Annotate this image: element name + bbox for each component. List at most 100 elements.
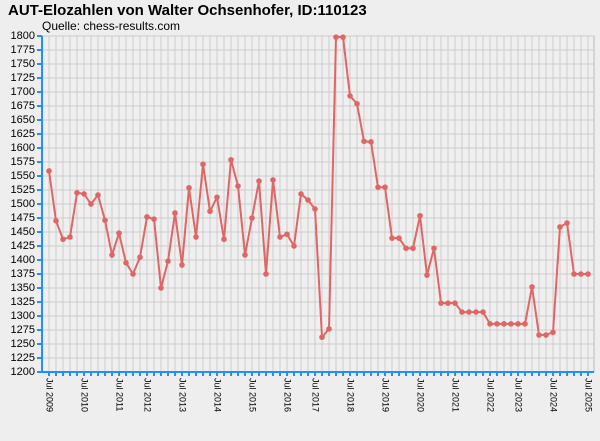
x-tick-label: Jul 2024 <box>549 378 559 412</box>
x-tick-label: Jul 2017 <box>311 378 321 412</box>
point <box>165 258 171 264</box>
point <box>529 284 535 290</box>
x-tick-label: Jul 2011 <box>115 378 125 411</box>
point <box>354 100 360 107</box>
y-tick-label: 1225 <box>11 352 35 364</box>
y-tick-label: 1275 <box>11 324 35 336</box>
x-tick-label: Jul 2012 <box>143 378 153 412</box>
point <box>466 309 472 315</box>
x-tick-label: Jul 2016 <box>283 378 293 412</box>
x-tick-label: Jul 2009 <box>45 378 55 412</box>
point <box>410 245 416 252</box>
point <box>228 156 234 163</box>
point <box>578 271 584 277</box>
point <box>473 309 479 315</box>
point <box>74 190 80 196</box>
point <box>494 321 500 327</box>
point <box>326 326 332 332</box>
point <box>123 260 129 266</box>
point <box>207 208 213 215</box>
point <box>88 201 94 207</box>
point <box>144 214 150 220</box>
point <box>60 236 66 243</box>
y-tick-label: 1200 <box>11 366 35 378</box>
x-tick-label: Jul 2015 <box>248 378 258 412</box>
x-tick-label: Jul 2019 <box>381 378 391 412</box>
x-tick-label: Jul 2022 <box>486 378 496 412</box>
point <box>200 161 206 168</box>
point <box>270 177 276 183</box>
point <box>81 191 87 197</box>
point <box>333 34 339 40</box>
point <box>179 262 185 268</box>
point <box>116 230 122 236</box>
point <box>417 212 423 219</box>
point <box>557 224 563 230</box>
point <box>445 300 451 306</box>
point <box>249 215 255 221</box>
point <box>396 235 402 241</box>
point <box>172 210 178 216</box>
x-tick-label: Jul 2021 <box>451 378 461 412</box>
point <box>424 272 430 278</box>
point <box>361 138 367 145</box>
point <box>550 329 556 336</box>
chart-title: AUT-Elozahlen von Walter Ochsenhofer, ID… <box>8 2 367 19</box>
point <box>543 332 549 338</box>
x-tick-label: Jul 2025 <box>584 378 594 412</box>
point <box>452 300 458 306</box>
y-tick-label: 1600 <box>11 142 35 154</box>
point <box>158 285 164 291</box>
point <box>522 321 528 327</box>
y-tick-label: 1700 <box>11 86 35 98</box>
point <box>277 234 283 240</box>
y-tick-label: 1350 <box>11 282 35 294</box>
y-tick-label: 1775 <box>11 44 35 56</box>
y-tick-label: 1400 <box>11 254 35 266</box>
point <box>67 234 73 240</box>
point <box>298 191 304 197</box>
y-tick-label: 1450 <box>11 226 35 238</box>
point <box>242 252 248 258</box>
x-tick-label: Jul 2014 <box>213 378 223 412</box>
point <box>431 245 437 252</box>
point <box>403 245 409 252</box>
point <box>256 178 262 184</box>
y-tick-label: 1500 <box>11 198 35 210</box>
chart-subtitle: Quelle: chess-results.com <box>42 19 180 33</box>
point <box>214 194 220 201</box>
x-tick-label: Jul 2013 <box>178 378 188 412</box>
point <box>137 254 143 260</box>
point <box>46 168 52 174</box>
y-tick-label: 1475 <box>11 212 35 224</box>
y-tick-label: 1625 <box>11 128 35 140</box>
point <box>102 217 108 224</box>
point <box>340 34 346 40</box>
point <box>536 332 542 338</box>
point <box>347 93 353 99</box>
point <box>515 321 521 327</box>
point <box>284 231 290 238</box>
y-tick-label: 1550 <box>11 170 35 182</box>
point <box>487 321 493 327</box>
point <box>130 271 136 277</box>
point <box>305 197 311 203</box>
point <box>501 321 507 327</box>
y-tick-label: 1425 <box>11 240 35 252</box>
y-tick-label: 1725 <box>11 72 35 84</box>
y-tick-label: 1575 <box>11 156 35 168</box>
y-tick-label: 1675 <box>11 100 35 112</box>
point <box>459 309 465 315</box>
point <box>263 271 269 277</box>
point <box>585 271 591 277</box>
point <box>508 321 514 327</box>
point <box>480 309 486 315</box>
point <box>235 183 241 189</box>
point <box>375 184 381 190</box>
x-tick-label: Jul 2020 <box>416 378 426 412</box>
point <box>382 184 388 190</box>
point <box>291 243 297 249</box>
point <box>151 216 157 222</box>
point <box>368 139 374 145</box>
